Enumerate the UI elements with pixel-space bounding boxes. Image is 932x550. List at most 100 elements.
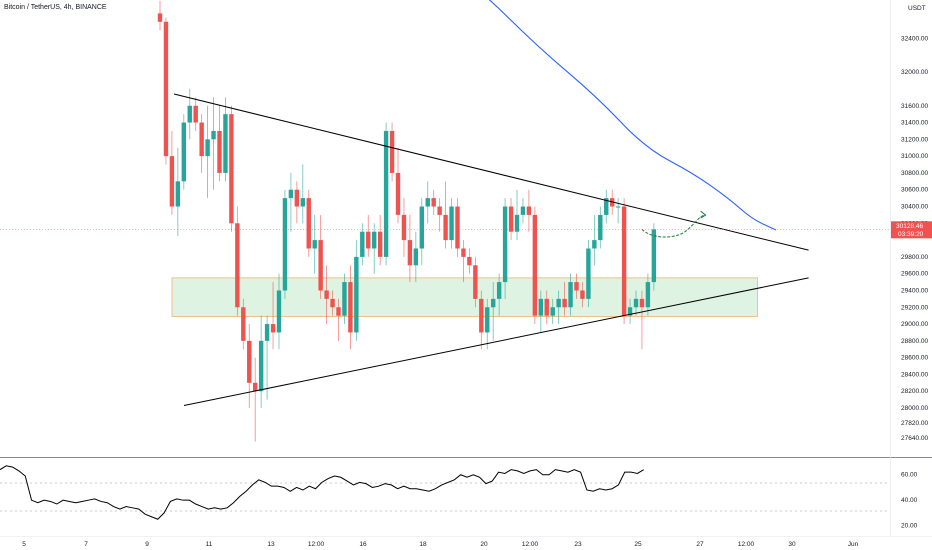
y-axis-tick-label: 29600.00 — [901, 271, 928, 278]
candle-body — [300, 198, 305, 207]
y-axis-tick-label: 29400.00 — [901, 287, 928, 294]
candle-body — [169, 156, 175, 207]
candle-body — [532, 214, 538, 316]
y-axis-tick-label: 28400.00 — [901, 371, 928, 378]
candle-body — [633, 298, 639, 308]
candle-body — [580, 290, 585, 299]
candle-body — [526, 206, 532, 215]
candle-body — [651, 229, 657, 283]
candle-body — [336, 307, 341, 316]
candle-body — [258, 340, 264, 392]
candle-body — [401, 214, 407, 241]
currency-label: USDT — [908, 5, 926, 12]
candle-body — [217, 130, 222, 173]
candle-body — [491, 298, 496, 308]
candle-body — [461, 248, 466, 257]
candle-body — [276, 290, 282, 333]
candle-body — [598, 214, 603, 241]
candle-body — [187, 105, 192, 123]
y-axis-tick-label: 27820.00 — [901, 420, 928, 427]
x-axis-tick-label: 12:00 — [522, 541, 539, 548]
candle-body — [235, 223, 240, 308]
x-axis-tick-label: 27 — [696, 541, 704, 548]
candle-body — [223, 114, 228, 173]
y-axis-tick-label: 28600.00 — [901, 355, 928, 362]
last-price-value: 30128.46 — [896, 223, 923, 230]
candle-body — [592, 240, 597, 249]
y-axis-tick-label: 29000.00 — [901, 321, 928, 328]
candle-body — [615, 206, 621, 208]
x-axis-tick-label: 13 — [267, 541, 275, 548]
candle-body — [342, 282, 347, 316]
projection-arrowhead — [700, 210, 707, 219]
candle-body — [199, 122, 204, 157]
candle-body — [229, 114, 234, 224]
candle-body — [479, 298, 484, 333]
candle-body — [443, 214, 448, 241]
candle-body — [288, 189, 294, 199]
candle-body — [431, 198, 436, 207]
candle-body — [312, 240, 317, 249]
candle-body — [241, 307, 246, 341]
y-axis-tick-label: 30400.00 — [901, 204, 928, 211]
candle-body — [562, 298, 567, 308]
moving-average-line — [488, 0, 777, 231]
candle-body — [568, 282, 573, 308]
candle-body — [639, 298, 645, 308]
rsi-axis-tick-label: 60.00 — [901, 472, 918, 479]
y-axis-tick-label: 31000.00 — [901, 153, 928, 160]
candle-body — [372, 231, 377, 249]
candle-body — [550, 307, 555, 316]
y-axis-tick-label: 29200.00 — [901, 304, 928, 311]
candle-body — [538, 298, 543, 316]
y-axis-tick-label: 30600.00 — [901, 187, 928, 194]
candle-body — [318, 240, 323, 291]
candle-body — [282, 198, 288, 291]
x-axis-tick-label: 12:00 — [738, 541, 755, 548]
candle-body — [574, 282, 579, 291]
candle-body — [193, 105, 198, 123]
last-price-countdown: 03:39:20 — [898, 231, 924, 238]
candle-body — [407, 240, 413, 266]
candle-body — [270, 324, 276, 333]
candle-body — [175, 181, 181, 207]
candle-body — [508, 206, 514, 232]
candle-body — [621, 206, 627, 316]
projection-arrow — [641, 214, 706, 238]
support-zone — [171, 277, 758, 317]
x-axis-tick-label: 23 — [574, 541, 582, 548]
x-axis-tick-label: 7 — [84, 541, 88, 548]
candle-body — [437, 206, 442, 215]
candle-body — [514, 214, 520, 232]
candle-body — [627, 307, 633, 316]
y-axis-tick-label: 30800.00 — [901, 170, 928, 177]
x-axis-tick-label: Jun — [848, 541, 859, 548]
y-axis-tick-label: 32000.00 — [901, 69, 928, 76]
x-axis-tick-label: 9 — [145, 541, 149, 548]
candle-body — [264, 324, 270, 341]
candle-body — [377, 231, 383, 257]
candle-body — [348, 282, 353, 333]
candle-body — [205, 139, 210, 157]
rsi-line — [0, 465, 644, 520]
candle-body — [485, 307, 490, 333]
x-axis-tick-label: 25 — [634, 541, 642, 548]
candle-body — [586, 248, 591, 299]
x-axis-tick-label: 12:00 — [308, 541, 325, 548]
y-axis-tick-label: 28200.00 — [901, 388, 928, 395]
candle-body — [306, 198, 311, 249]
x-axis-tick-label: 30 — [788, 541, 796, 548]
candle-body — [473, 265, 478, 299]
y-axis-tick-label: 27640.00 — [901, 435, 928, 442]
candle-body — [324, 290, 329, 299]
x-axis-tick-label: 5 — [22, 541, 26, 548]
candle-body — [496, 282, 502, 299]
candle-body — [645, 282, 651, 308]
y-axis-tick-label: 32400.00 — [901, 36, 928, 43]
y-axis-tick-label: 31400.00 — [901, 120, 928, 127]
candle-body — [502, 206, 508, 283]
rsi-axis-tick-label: 20.00 — [901, 523, 918, 530]
rsi-pane[interactable] — [0, 458, 890, 536]
candle-body — [330, 298, 335, 308]
